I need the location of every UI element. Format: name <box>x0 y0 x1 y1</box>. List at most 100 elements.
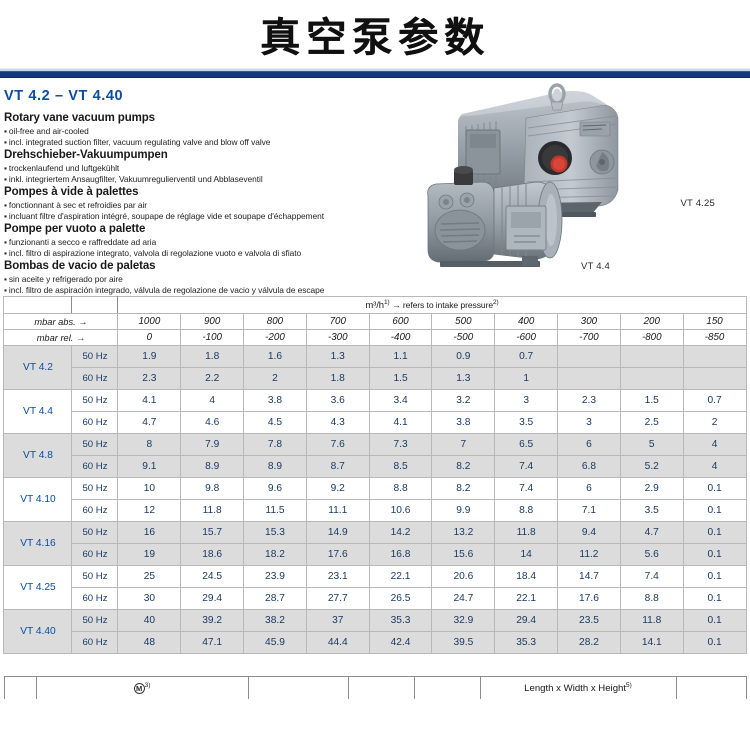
axis-value-abs: 150 <box>682 313 747 330</box>
table-row: VT 4.40 50 Hz 40 39.2 38.2 37 35.3 32.9 29.4 23.5… <box>3 609 747 654</box>
capacity-value-cell: 4.7 <box>619 521 684 544</box>
capacity-value-cell: 1.8 <box>305 367 370 390</box>
capacity-value-cell: 28.7 <box>243 587 307 610</box>
capacity-value-cell: 1.5 <box>619 389 684 412</box>
capacity-value-cell: 7.1 <box>557 499 621 522</box>
capacity-value-cell: 8 <box>117 433 182 456</box>
lang-heading-en: Rotary vane vacuum pumps <box>4 112 155 124</box>
capacity-value-cell: 23.1 <box>305 565 370 588</box>
capacity-value-cell: 14.2 <box>368 521 433 544</box>
axis-value-abs: 300 <box>557 313 621 330</box>
table-row: 60 Hz 12 11.8 11.5 11.1 10.6 9.9 8.8 7.1 3.5 0.1 <box>4 499 747 522</box>
capacity-value-cell: 1.9 <box>117 345 182 368</box>
capacity-table: m³/h1) → refers to intake pressure2) mba… <box>3 296 747 654</box>
dimensions-empty-cell-1 <box>3 676 37 699</box>
capacity-value-cell: 32.9 <box>431 609 496 632</box>
model-name-cell: VT 4.25 <box>3 565 73 610</box>
capacity-value-cell: 19 <box>117 543 182 566</box>
capacity-value-cell: 23.5 <box>557 609 621 632</box>
table-row: VT 4.25 50 Hz 25 24.5 23.9 23.1 22.1 20.6 18.4 14… <box>3 565 747 610</box>
model-name-cell: VT 4.10 <box>3 477 73 522</box>
capacity-value-cell: 1 <box>494 367 559 390</box>
capacity-value-cell: 6.5 <box>494 433 559 456</box>
axis-value-rel: -500 <box>431 329 496 346</box>
lang-bullet-text: incl. filtro di aspirazione integrato, v… <box>8 248 302 259</box>
frequency-cell: 50 Hz <box>71 521 119 544</box>
capacity-value-cell: 7.3 <box>368 433 433 456</box>
capacity-value-cell: 35.3 <box>494 631 559 654</box>
capacity-value-cell: 24.5 <box>180 565 245 588</box>
lifting-eyebolt-icon <box>548 83 566 111</box>
capacity-value-cell: 16.8 <box>368 543 433 566</box>
capacity-value-cell: 2 <box>243 367 307 390</box>
capacity-value-cell: 7.4 <box>619 565 684 588</box>
capacity-value-cell: 4.5 <box>243 411 307 434</box>
capacity-value-cell: 22.1 <box>494 587 559 610</box>
capacity-value-cell: 2.3 <box>117 367 182 390</box>
table-row: VT 4.2 50 Hz 1.9 1.8 1.6 1.3 1.1 0.9 0.7 <box>3 345 747 390</box>
lang-bullet-text: inkl. integriertem Ansaugfilter, Vakuumr… <box>8 173 263 184</box>
lang-bullet-it-1: ▪ funzionanti a secco e raffreddate ad ar… <box>4 236 157 247</box>
axis-value-abs: 800 <box>243 313 307 330</box>
capacity-value-cell: 48 <box>117 631 182 654</box>
capacity-value-cell: 2.3 <box>557 389 621 412</box>
capacity-value-cell: 18.4 <box>494 565 559 588</box>
axis-value-rel: -400 <box>368 329 433 346</box>
lang-bullet-en-2: ▪ incl. integrated suction filter, vacuum… <box>4 136 271 147</box>
product-photos: VT 4.25 VT 4.4 <box>410 78 750 283</box>
unit-header-cell: m³/h1) → refers to intake pressure2) <box>117 296 747 314</box>
pump-image-vt425 <box>458 83 619 217</box>
capacity-value-cell: 7 <box>431 433 496 456</box>
capacity-value-cell: 37 <box>305 609 370 632</box>
capacity-value-cell: 0.1 <box>682 631 747 654</box>
table-row: 60 Hz 9.1 8.9 8.9 8.7 8.5 8.2 7.4 6.8 5.2 4 <box>4 455 747 478</box>
dimensions-empty-cell-5 <box>675 676 747 699</box>
title-rule-thin <box>0 68 750 71</box>
lang-bullet-es-1: ▪ sin aceite y refrigerado por aire <box>4 273 123 284</box>
capacity-value-cell: 0.1 <box>682 499 747 522</box>
axis-value-abs: 500 <box>431 313 496 330</box>
capacity-value-cell: 8.8 <box>368 477 433 500</box>
capacity-value-cell: 11.8 <box>619 609 684 632</box>
capacity-value-cell: 7.6 <box>305 433 370 456</box>
dimensions-empty-cell-2 <box>247 676 349 699</box>
capacity-value-cell: 4.6 <box>180 411 245 434</box>
lang-heading-de: Drehschieber-Vakuumpumpen <box>4 149 168 162</box>
capacity-value-cell: 7.9 <box>180 433 245 456</box>
capacity-value-cell: 23.9 <box>243 565 307 588</box>
table-row: VT 4.10 50 Hz 10 9.8 9.6 9.2 8.8 8.2 7.4 6 2.9 0.1 <box>3 477 747 522</box>
capacity-value-cell: 5 <box>619 433 684 456</box>
model-name-cell: VT 4.8 <box>3 433 73 478</box>
capacity-value-cell: 8.9 <box>180 455 245 478</box>
lang-bullet-de-2: ▪ inkl. integriertem Ansaugfilter, Vakuum… <box>4 173 263 184</box>
capacity-value-cell: 3 <box>557 411 621 434</box>
capacity-value-cell <box>619 367 684 390</box>
lang-bullet-text: sin aceite y refrigerado por aire <box>8 273 123 284</box>
capacity-value-cell: 4 <box>682 455 747 478</box>
lang-bullet-text: funzionanti a secco e raffreddate ad ari… <box>8 236 157 247</box>
axis-value-rel: -300 <box>305 329 370 346</box>
frequency-cell: 50 Hz <box>71 609 119 632</box>
capacity-value-cell: 1.6 <box>243 345 307 368</box>
model-range-heading: VT 4.2 – VT 4.40 <box>4 88 124 104</box>
axis-value-rel: -100 <box>180 329 245 346</box>
motor-power-header: M 3) <box>35 676 249 699</box>
table-row: 60 Hz 4.7 4.6 4.5 4.3 4.1 3.8 3.5 3 2.5 2 <box>4 411 747 434</box>
capacity-value-cell: 9.2 <box>305 477 370 500</box>
axis-label-abs: mbar abs. → <box>3 313 119 330</box>
capacity-value-cell: 4 <box>682 433 747 456</box>
capacity-value-cell: 2.2 <box>180 367 245 390</box>
lang-bullet-text: incl. integrated suction filter, vacuum … <box>8 136 271 147</box>
capacity-value-cell: 15.6 <box>431 543 496 566</box>
axis-value-rel: 0 <box>117 329 182 346</box>
frequency-cell: 60 Hz <box>71 411 119 434</box>
frequency-cell: 60 Hz <box>71 367 119 390</box>
capacity-value-cell: 10 <box>117 477 182 500</box>
axis-value-rel: -850 <box>682 329 747 346</box>
capacity-value-cell: 45.9 <box>243 631 307 654</box>
capacity-value-cell: 2 <box>682 411 747 434</box>
capacity-value-cell: 8.5 <box>368 455 433 478</box>
unit-note: → refers to intake pressure <box>392 300 494 311</box>
table-header-abs-row: mbar abs. → 1000 900 800 700 600 500 400… <box>3 313 747 330</box>
photo-caption-vt44: VT 4.4 <box>580 261 610 272</box>
